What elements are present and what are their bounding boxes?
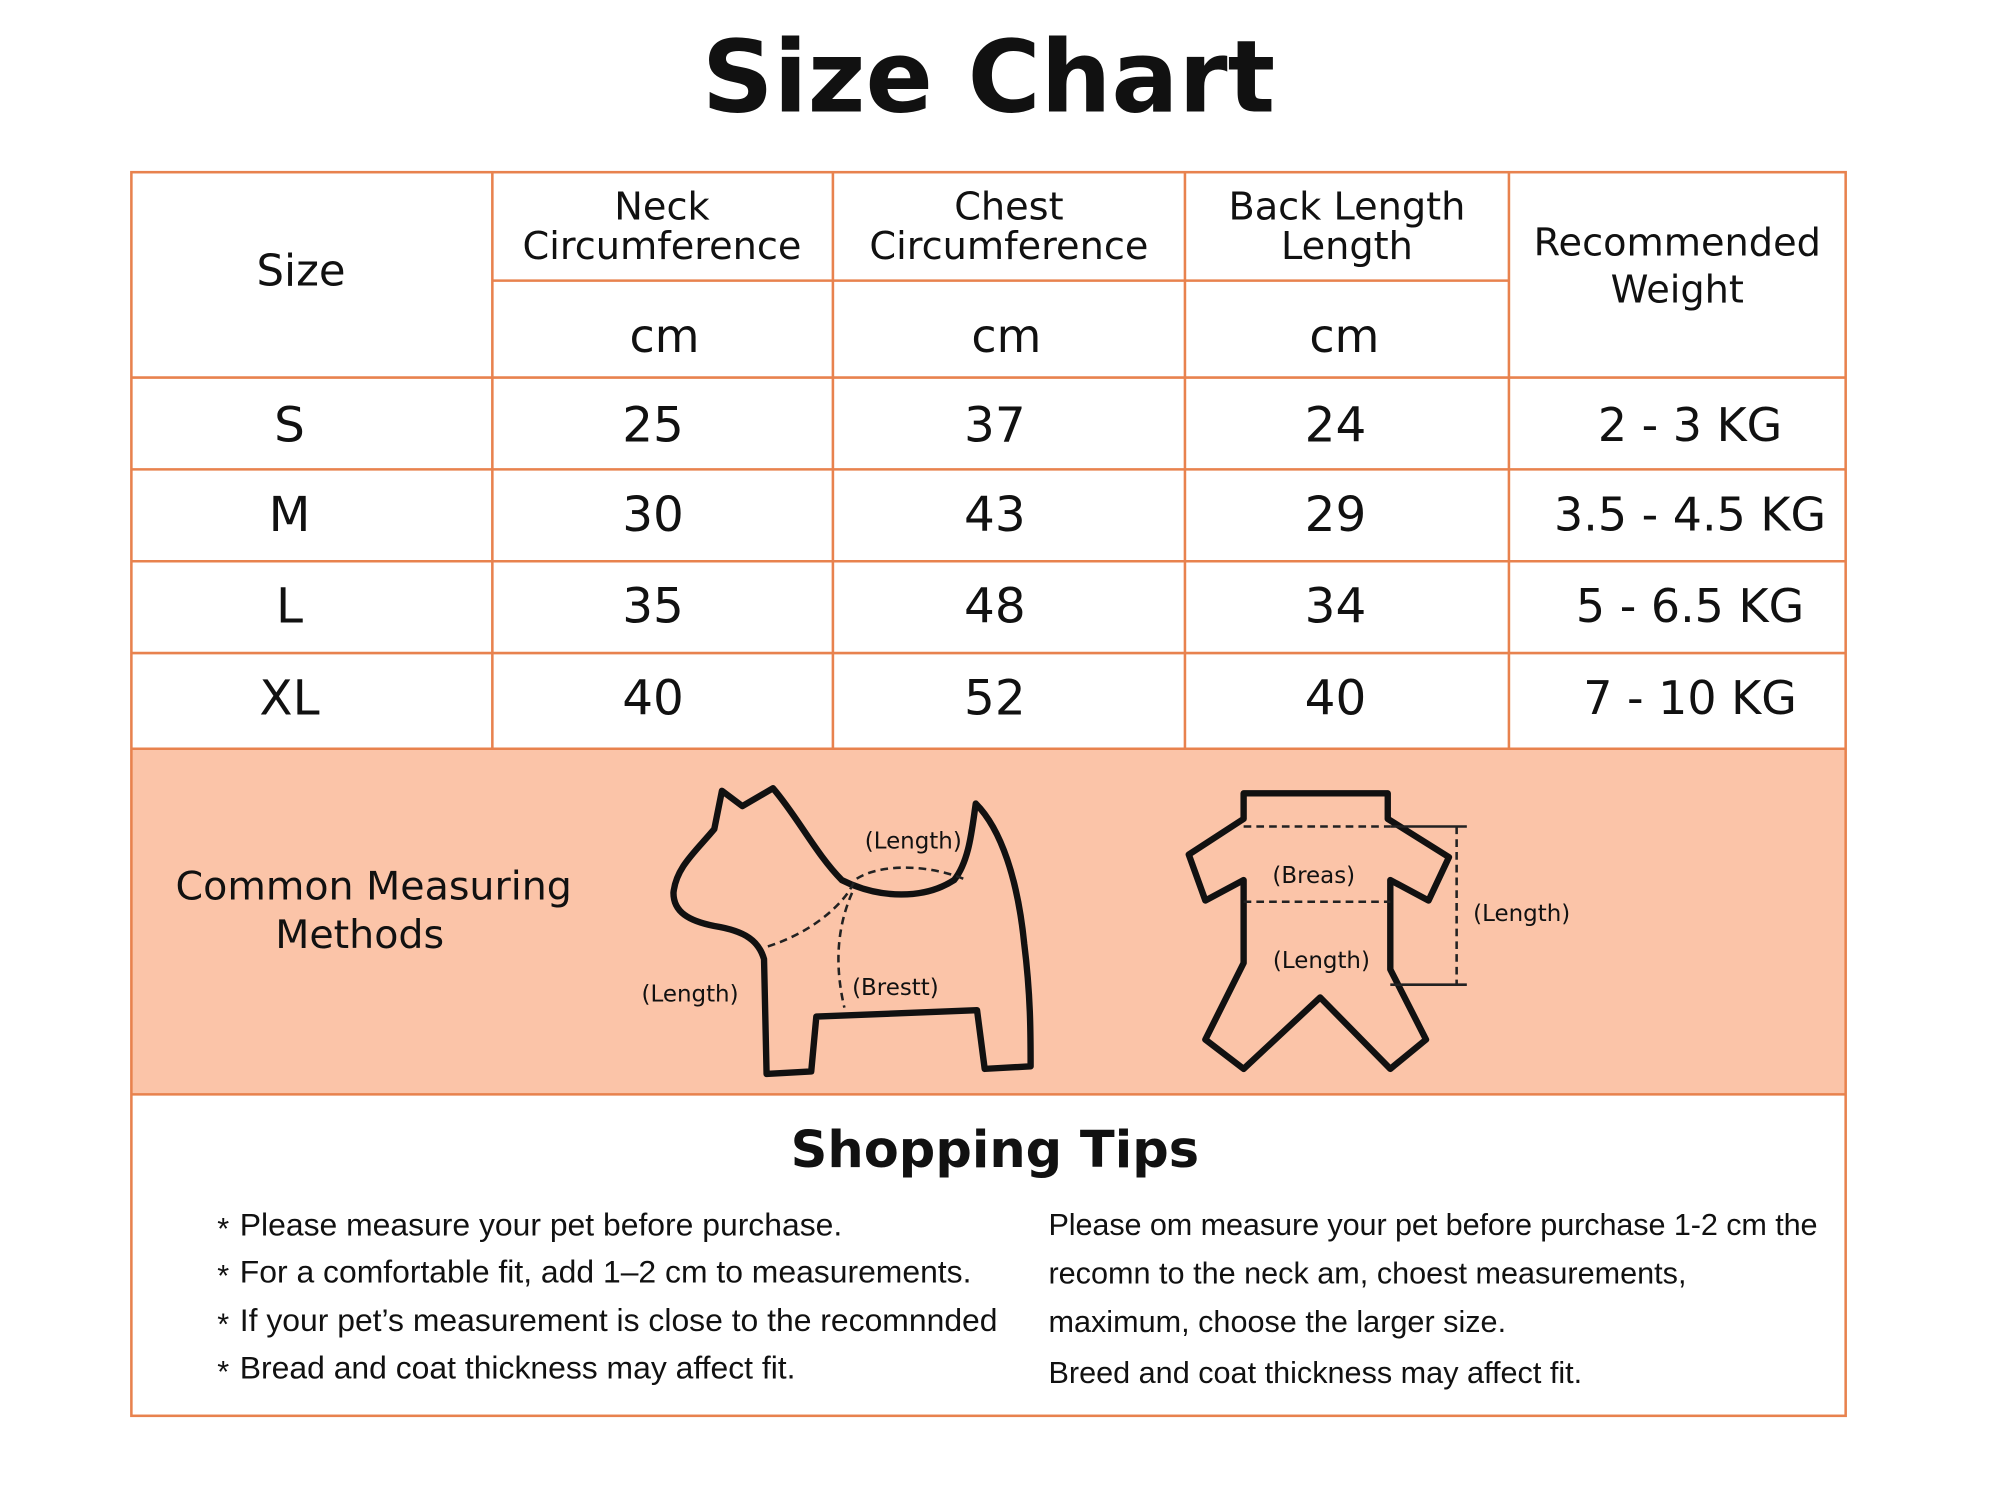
table-cell: 7 - 10 KG — [1583, 671, 1797, 725]
table-cell: S — [274, 398, 305, 454]
table-cell: 40 — [622, 671, 684, 727]
dog-illustration — [670, 785, 1034, 1078]
table-cell: 2 - 3 KG — [1598, 398, 1782, 452]
tip-bullet: * — [217, 1259, 229, 1293]
garment-label: (Length) — [1473, 901, 1570, 927]
table-cell: XL — [259, 671, 319, 727]
tip-right: Please om measure your pet before purcha… — [1048, 1208, 1817, 1242]
header-weight: Weight — [1611, 268, 1744, 313]
dog-breast-line — [837, 892, 854, 1008]
dog-length-line — [767, 866, 968, 948]
table-cell: 48 — [964, 579, 1026, 635]
tip-left: Bread and coat thickness may affect fit. — [240, 1349, 796, 1385]
methods-label: Common Measuring — [176, 864, 572, 910]
header-neck: Circumference — [522, 224, 801, 269]
table-cell: 35 — [622, 579, 684, 635]
table-cell: 3.5 - 4.5 KG — [1554, 487, 1826, 541]
table-cell: 30 — [622, 487, 684, 543]
header-chest: Circumference — [869, 224, 1148, 269]
tip-bullet: * — [217, 1212, 229, 1246]
header-size: Size — [257, 247, 346, 297]
tip-bullet: * — [217, 1355, 229, 1389]
table-cell: 5 - 6.5 KG — [1576, 579, 1804, 633]
tip-left: If your pet’s measurement is close to th… — [240, 1302, 998, 1338]
table-cell: 43 — [964, 487, 1026, 543]
dog-label: (Length) — [865, 828, 962, 854]
frame — [130, 170, 1847, 1418]
header-neck: Neck — [614, 185, 710, 230]
table-cell: 24 — [1305, 398, 1367, 454]
dog-outline — [670, 785, 1034, 1078]
dog-label: (Brestt) — [852, 975, 939, 1001]
table-cell: 40 — [1305, 671, 1367, 727]
unit: cm — [971, 309, 1041, 363]
table-cell: 37 — [964, 398, 1026, 454]
tip-right: Breed and coat thickness may affect fit. — [1048, 1356, 1582, 1390]
garment-label: (Length) — [1273, 948, 1370, 974]
methods-band — [131, 748, 1846, 1095]
tips-title: Shopping Tips — [791, 1121, 1199, 1180]
garment-label: (Breas) — [1272, 863, 1355, 889]
tip-right: recomn to the neck am, choest measuremen… — [1048, 1257, 1686, 1291]
table-grid — [130, 170, 1847, 1418]
table-cell: 29 — [1305, 487, 1367, 543]
unit: cm — [630, 309, 700, 363]
tip-left: For a comfortable fit, add 1–2 cm to mea… — [240, 1254, 972, 1290]
table-cell: L — [276, 579, 303, 635]
table-cell: 34 — [1305, 579, 1367, 635]
header-back: Back Length — [1228, 185, 1465, 230]
tip-right: maximum, choose the larger size. — [1048, 1305, 1506, 1339]
header-back: Length — [1281, 224, 1413, 269]
tip-left: Please measure your pet before purchase. — [240, 1206, 842, 1242]
unit: cm — [1309, 309, 1379, 363]
garment-illustration — [1185, 790, 1467, 1073]
dog-label: (Length) — [642, 981, 739, 1007]
methods-label: Methods — [275, 912, 444, 958]
table-cell: 52 — [964, 671, 1026, 727]
header-chest: Chest — [954, 185, 1063, 230]
header-weight: Recommended — [1534, 220, 1821, 265]
table-cell: M — [269, 487, 311, 543]
garment-outline — [1185, 790, 1453, 1073]
title: Size Chart — [702, 21, 1275, 136]
tip-bullet: * — [217, 1308, 229, 1342]
table-cell: 25 — [622, 398, 684, 454]
